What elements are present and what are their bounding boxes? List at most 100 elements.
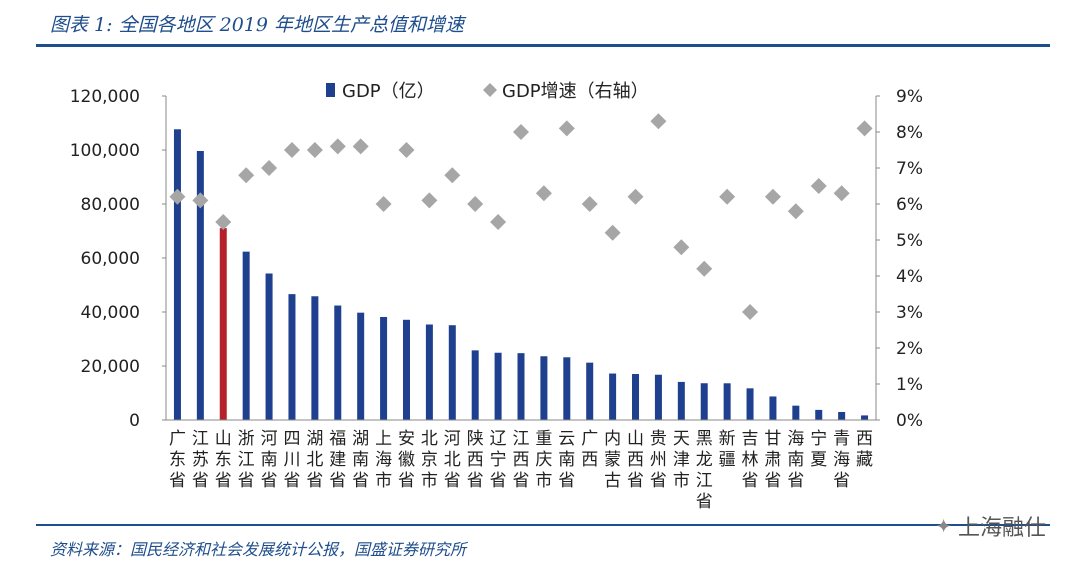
y-left-tick-label: 0 bbox=[129, 411, 140, 431]
x-tick-label: 西 bbox=[467, 450, 484, 470]
x-tick-label: 吉 bbox=[742, 429, 759, 449]
x-axis-labels: 广东省江苏省山东省浙江省河南省四川省湖北省福建省湖南省上海市安徽省北京市河北省陕… bbox=[169, 429, 873, 512]
gdp-bar bbox=[288, 294, 296, 420]
gdp-bar bbox=[334, 305, 342, 420]
x-tick-label: 新 bbox=[719, 429, 736, 449]
growth-diamond bbox=[306, 142, 323, 158]
growth-diamond bbox=[764, 188, 781, 205]
growth-diamond bbox=[513, 124, 529, 140]
x-tick-label: 省 bbox=[742, 471, 759, 491]
x-tick-label: 建 bbox=[329, 450, 346, 470]
x-tick-label: 天 bbox=[673, 429, 690, 449]
x-tick-label: 南 bbox=[352, 450, 369, 470]
gdp-bar bbox=[700, 383, 708, 420]
x-tick-label: 省 bbox=[833, 471, 850, 491]
x-tick-label: 上 bbox=[375, 429, 392, 449]
growth-diamond bbox=[352, 138, 369, 155]
watermark: ✦ 上海融仕 bbox=[935, 510, 1046, 542]
growth-diamond bbox=[581, 196, 598, 212]
gdp-bar bbox=[425, 324, 433, 420]
gdp-bar bbox=[769, 396, 777, 420]
x-tick-label: 江 bbox=[192, 429, 209, 449]
gdp-bar bbox=[380, 316, 388, 420]
gdp-bars bbox=[173, 129, 869, 421]
x-tick-label: 湖 bbox=[352, 429, 369, 449]
legend-diamond-swatch bbox=[483, 83, 497, 97]
y-right-tick-label: 4% bbox=[896, 267, 923, 287]
x-tick-label: 宁 bbox=[490, 450, 507, 470]
gdp-bar bbox=[471, 350, 479, 420]
growth-diamond bbox=[604, 224, 621, 241]
watermark-text: 上海融仕 bbox=[957, 516, 1046, 541]
x-tick-label: 青 bbox=[833, 429, 850, 449]
y-right-tick-label: 9% bbox=[896, 87, 923, 107]
title-divider bbox=[36, 44, 1050, 47]
x-tick-label: 省 bbox=[215, 471, 232, 491]
gdp-bar bbox=[677, 381, 685, 420]
x-tick-label: 河 bbox=[261, 429, 278, 449]
gdp-bar bbox=[815, 409, 823, 420]
growth-diamond bbox=[398, 142, 415, 158]
gdp-bar bbox=[517, 353, 525, 420]
x-tick-label: 徽 bbox=[398, 450, 415, 470]
growth-diamond bbox=[329, 138, 346, 155]
growth-diamond bbox=[261, 160, 278, 176]
x-tick-label: 南 bbox=[261, 450, 278, 470]
x-tick-label: 省 bbox=[787, 471, 804, 491]
y-right-tick-label: 6% bbox=[896, 195, 923, 215]
x-tick-label: 苏 bbox=[192, 450, 209, 470]
legend-bar-swatch bbox=[326, 83, 335, 97]
x-tick-label: 福 bbox=[329, 429, 346, 449]
x-tick-label: 山 bbox=[627, 429, 644, 449]
x-tick-label: 龙 bbox=[696, 450, 713, 470]
growth-diamond bbox=[444, 167, 461, 184]
growth-diamond bbox=[490, 214, 507, 230]
y-right-tick-label: 2% bbox=[896, 339, 923, 359]
x-tick-label: 广 bbox=[581, 429, 598, 449]
gdp-bar bbox=[540, 356, 548, 420]
y-left-tick-label: 40,000 bbox=[81, 303, 140, 323]
x-tick-label: 庆 bbox=[535, 450, 552, 470]
x-tick-label: 省 bbox=[192, 471, 209, 491]
x-tick-label: 省 bbox=[261, 471, 278, 491]
axes: 0 20,000 40,000 60,000 80,000 100,000 120,000 0… bbox=[70, 87, 923, 431]
x-tick-label: 辽 bbox=[490, 429, 507, 449]
figure-source: 资料来源：国民经济和社会发展统计公报，国盛证券研究所 bbox=[50, 540, 467, 559]
y-left-tick-label: 120,000 bbox=[70, 87, 140, 107]
figure-title: 图表 1: 全国各地区 2019 年地区生产总值和增速 bbox=[50, 14, 465, 36]
x-tick-label: 省 bbox=[329, 471, 346, 491]
growth-diamond bbox=[719, 188, 736, 205]
x-tick-label: 浙 bbox=[238, 429, 255, 449]
gdp-bar bbox=[746, 388, 754, 420]
x-tick-label: 河 bbox=[444, 429, 461, 449]
x-tick-label: 江 bbox=[238, 450, 255, 470]
y-left-tick-label: 20,000 bbox=[81, 357, 140, 377]
x-tick-label: 山 bbox=[215, 429, 232, 449]
x-tick-label: 省 bbox=[169, 471, 186, 491]
gdp-bar bbox=[311, 296, 319, 420]
x-tick-label: 云 bbox=[558, 429, 575, 449]
x-tick-label: 州 bbox=[650, 450, 667, 470]
y-right-tick-label: 1% bbox=[896, 375, 923, 395]
x-tick-label: 省 bbox=[513, 471, 530, 491]
x-tick-label: 江 bbox=[513, 429, 530, 449]
growth-diamond bbox=[467, 196, 484, 212]
x-tick-label: 市 bbox=[535, 471, 552, 491]
x-tick-label: 省 bbox=[627, 471, 644, 491]
gdp-bar bbox=[861, 415, 869, 420]
gdp-bar bbox=[723, 383, 731, 420]
gdp-bar bbox=[838, 411, 846, 420]
x-tick-label: 甘 bbox=[764, 429, 781, 449]
growth-diamond bbox=[810, 178, 827, 194]
x-tick-label: 省 bbox=[650, 471, 667, 491]
growth-diamond bbox=[787, 203, 804, 220]
x-tick-label: 疆 bbox=[719, 450, 736, 470]
x-tick-label: 黑 bbox=[696, 429, 713, 449]
gdp-bar bbox=[654, 374, 662, 420]
y-right-tick-label: 0% bbox=[896, 411, 923, 431]
x-tick-label: 贵 bbox=[650, 429, 667, 449]
x-tick-label: 省 bbox=[444, 471, 461, 491]
x-tick-label: 广 bbox=[169, 429, 186, 449]
gdp-bar bbox=[402, 319, 410, 420]
